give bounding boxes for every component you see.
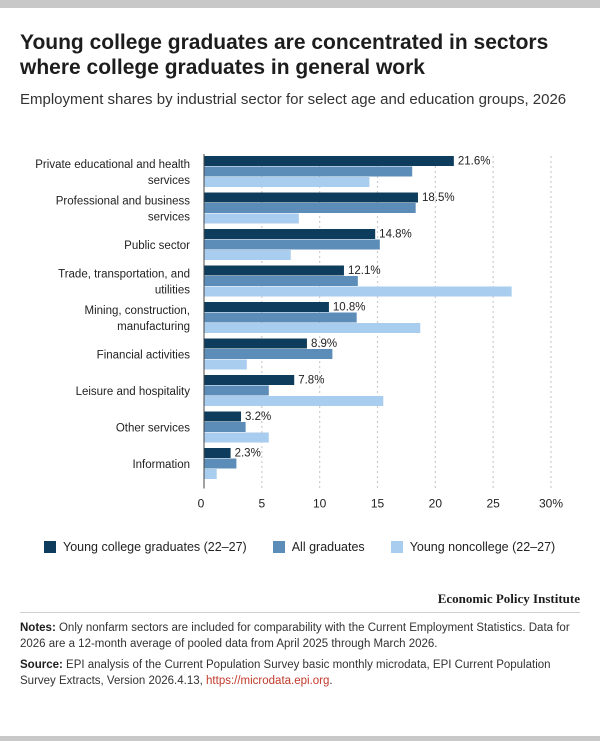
bar-0 <box>204 448 231 458</box>
bar-2 <box>204 469 217 479</box>
bar-0 <box>204 265 344 276</box>
divider <box>20 612 580 613</box>
x-tick-label: 25 <box>486 497 500 511</box>
legend-label-all-grads: All graduates <box>291 540 365 554</box>
bar-0 <box>204 229 376 239</box>
category-label: Private educational and health <box>35 159 190 171</box>
bar-0 <box>204 156 454 166</box>
bar-0 <box>204 411 242 422</box>
legend-label-young-noncollege: Young noncollege (22–27) <box>409 540 556 554</box>
x-tick-label: 20 <box>429 497 443 511</box>
category-label: Other services <box>116 422 190 434</box>
bar-1 <box>204 422 246 432</box>
data-label: 3.2% <box>245 411 271 423</box>
bar-1 <box>204 276 358 286</box>
category-label: Information <box>132 459 190 471</box>
bar-1 <box>204 385 269 396</box>
bar-2 <box>204 432 269 443</box>
data-label: 7.8% <box>298 375 324 387</box>
notes-paragraph: Notes: Only nonfarm sectors are included… <box>20 620 585 652</box>
bar-2 <box>204 396 384 406</box>
x-tick-label: 15 <box>371 497 385 511</box>
bar-1 <box>204 203 416 213</box>
category-label: services <box>148 211 190 223</box>
bar-0 <box>204 375 295 385</box>
bar-2 <box>204 177 370 187</box>
source-text: EPI analysis of the Current Population S… <box>20 659 551 687</box>
bar-2 <box>204 213 299 224</box>
category-label: Financial activities <box>97 349 191 361</box>
data-label: 10.8% <box>333 302 366 314</box>
notes-text: Only nonfarm sectors are included for co… <box>20 622 570 650</box>
category-label: services <box>148 175 190 187</box>
source-label: Source: <box>20 659 63 671</box>
notes-section: Notes: Only nonfarm sectors are included… <box>20 620 585 694</box>
bar-2 <box>204 286 512 297</box>
data-label: 12.1% <box>348 265 381 277</box>
bar-2 <box>204 323 421 333</box>
notes-label: Notes: <box>20 622 56 634</box>
category-label: Mining, construction, <box>85 305 190 317</box>
bar-1 <box>204 349 333 359</box>
x-tick-label: 0 <box>198 497 205 511</box>
bar-chart: 21.6% Private educational and health servi… <box>35 154 563 511</box>
legend-item-young-noncollege: Young noncollege (22–27) <box>390 540 556 554</box>
legend-label-young-grads: Young college graduates (22–27) <box>63 540 247 554</box>
bar-2 <box>204 359 247 370</box>
chart-subtitle: Employment shares by industrial sector f… <box>20 91 567 108</box>
chart-title: Young college graduates are concentrated… <box>20 31 549 79</box>
brand-logo: Economic Policy Institute <box>437 591 580 606</box>
x-tick-label: 10 <box>313 497 327 511</box>
category-label: Leisure and hospitality <box>76 386 191 398</box>
source-link[interactable]: https://microdata.epi.org <box>206 675 330 687</box>
legend-item-all-grads: All graduates <box>272 540 365 554</box>
category-label: Professional and business <box>56 195 190 207</box>
category-label: Public sector <box>124 240 190 252</box>
category-label: utilities <box>155 284 190 296</box>
legend-swatch-young-grads <box>44 541 56 553</box>
bar-1 <box>204 458 237 469</box>
bar-0 <box>204 338 307 349</box>
bar-0 <box>204 302 329 312</box>
data-label: 18.5% <box>422 192 455 204</box>
source-paragraph: Source: EPI analysis of the Current Popu… <box>20 657 585 689</box>
category-label: manufacturing <box>117 321 190 333</box>
legend-swatch-all-grads <box>272 541 285 553</box>
legend-swatch-young-noncollege <box>390 541 403 553</box>
x-tick-label: 5 <box>258 497 265 511</box>
bar-0 <box>204 192 418 203</box>
bottom-border <box>0 736 600 741</box>
legend: Young college graduates (22–27) All grad… <box>44 540 584 554</box>
bar-1 <box>204 166 413 177</box>
data-label: 14.8% <box>379 229 412 241</box>
data-label: 8.9% <box>311 338 337 350</box>
top-border <box>0 0 600 8</box>
bar-2 <box>204 250 291 260</box>
source-end: . <box>329 675 333 687</box>
x-tick-label: 30% <box>539 497 563 511</box>
category-label: Trade, transportation, and <box>58 268 190 280</box>
data-label: 2.3% <box>235 448 261 460</box>
data-label: 21.6% <box>458 156 491 168</box>
bar-1 <box>204 239 380 250</box>
bar-1 <box>204 312 357 323</box>
legend-item-young-grads: Young college graduates (22–27) <box>44 540 247 554</box>
